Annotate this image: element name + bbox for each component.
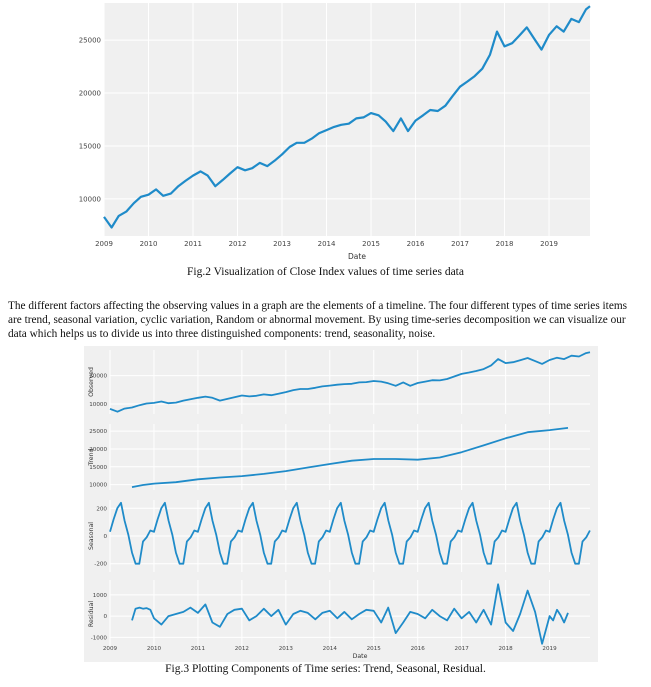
fig3-x-tick: 2010 <box>147 646 162 652</box>
fig3-y-tick: 20000 <box>89 374 107 380</box>
fig3-x-tick: 2014 <box>323 646 338 652</box>
fig3-panel-trend: 10000 15000 20000 25000 Trend <box>88 424 590 490</box>
fig3-y-tick: 20000 <box>89 447 107 453</box>
fig3-panel-residual: 1000 0 -1000 Residual <box>88 580 590 648</box>
fig3-series-line <box>131 427 569 488</box>
fig2-y-tick: 25000 <box>79 37 101 45</box>
fig2-x-tick: 2019 <box>540 240 558 248</box>
fig3-y-tick: 10000 <box>89 402 107 408</box>
fig3-y-label: Observed <box>88 367 95 397</box>
fig3-y-label: Seasonal <box>88 522 95 550</box>
fig3-y-tick: 10000 <box>89 483 107 489</box>
fig3-x-tick: 2017 <box>455 646 470 652</box>
fig2-x-tick: 2013 <box>273 240 291 248</box>
fig2-x-tick: 2018 <box>496 240 514 248</box>
fig3-y-tick: -1000 <box>91 635 108 641</box>
fig3-y-tick: -200 <box>94 562 107 568</box>
fig2-x-tick: 2010 <box>140 240 158 248</box>
fig2-x-tick: 2014 <box>318 240 336 248</box>
fig2-x-tick: 2011 <box>184 240 202 248</box>
fig2-y-tick: 15000 <box>79 142 101 150</box>
fig2-y-tick: 20000 <box>79 90 101 98</box>
fig3-y-tick: 25000 <box>89 429 107 435</box>
fig3-x-label: Date <box>353 653 368 660</box>
fig2-axes: 2009 2010 2011 2012 2013 2014 2015 2016 2017 2018… <box>79 3 591 261</box>
fig3-x-tick: 2015 <box>367 646 382 652</box>
fig3-y-tick: 15000 <box>89 465 107 471</box>
fig2-x-tick: 2012 <box>229 240 247 248</box>
fig3-y-label: Residual <box>88 601 95 627</box>
fig2-x-label: Date <box>348 252 366 261</box>
fig3-series-line <box>131 583 569 645</box>
fig2-x-tick: 2017 <box>451 240 469 248</box>
fig3-caption: Fig.3 Plotting Components of Time series… <box>165 663 486 675</box>
fig3-y-label: Trend <box>88 448 95 466</box>
fig2-x-tick: 2009 <box>95 240 113 248</box>
fig2-caption: Fig.2 Visualization of Close Index value… <box>187 266 464 278</box>
fig3-y-tick: 200 <box>96 506 107 512</box>
fig2-chart <box>104 3 590 236</box>
fig3-y-tick: 0 <box>103 534 107 540</box>
fig3-x-tick: 2012 <box>235 646 249 652</box>
fig2-x-tick: 2015 <box>362 240 380 248</box>
fig3-y-tick: 1000 <box>93 593 108 599</box>
fig2-series-line <box>103 5 591 229</box>
fig3-x-tick: 2011 <box>191 646 206 652</box>
fig3-x-tick: 2019 <box>542 646 557 652</box>
fig3-y-tick: 0 <box>103 614 107 620</box>
fig2-y-tick: 10000 <box>79 195 101 203</box>
fig3-x-tick: 2018 <box>498 646 513 652</box>
fig3-series-line <box>109 351 591 413</box>
fig3-plot-area: 1000020000Observed10000150002000025000Tr… <box>88 350 591 660</box>
fig3-series-line <box>109 501 591 565</box>
fig2-x-tick: 2016 <box>407 240 425 248</box>
fig3-x-tick: 2009 <box>103 646 118 652</box>
fig3-panel-seasonal: -200 0 200 Seasonal <box>88 500 591 572</box>
fig3-x-tick: 2016 <box>411 646 426 652</box>
body-paragraph: The different factors affecting the obse… <box>8 300 628 340</box>
fig3-x-tick: 2013 <box>279 646 294 652</box>
